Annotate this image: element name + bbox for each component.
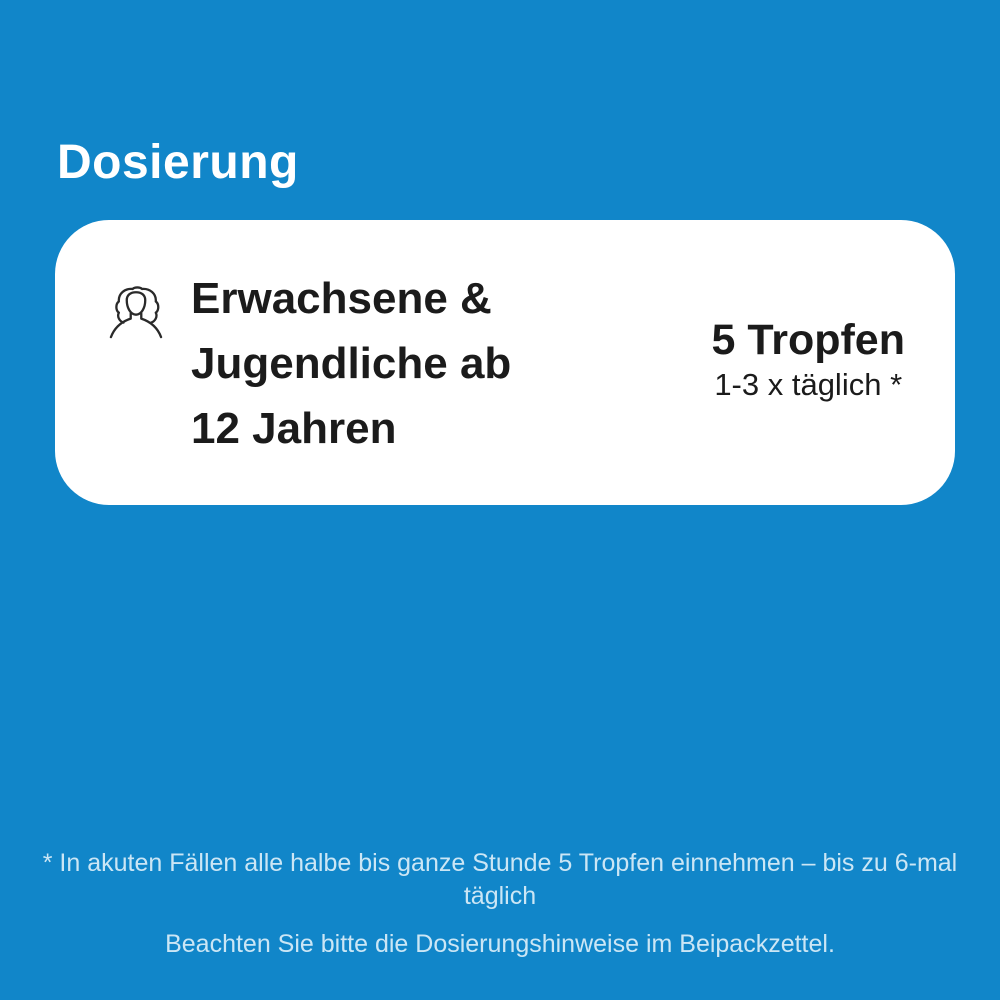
leaflet-footnote: Beachten Sie bitte die Dosierungshinweis… <box>165 930 835 958</box>
patient-group-label: Erwachsene & Jugendliche ab 12 Jahren <box>191 274 512 453</box>
dosage-card: Erwachsene & Jugendliche ab 12 Jahren 5 … <box>55 220 955 505</box>
acute-cases-footnote: * In akuten Fällen alle halbe bis ganze … <box>42 849 958 910</box>
page-title: Dosierung <box>57 136 299 190</box>
dose-frequency: 1-3 x täglich * <box>714 366 903 402</box>
dose-block: 5 Tropfen 1-3 x täglich * <box>711 315 905 405</box>
footnotes: * In akuten Fällen alle halbe bis ganze … <box>10 847 990 960</box>
dose-amount: 5 Tropfen <box>711 315 905 364</box>
person-icon <box>103 274 169 354</box>
